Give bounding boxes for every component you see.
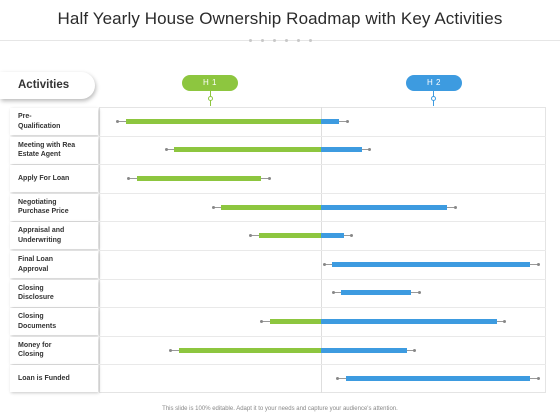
row-separator (99, 250, 546, 251)
title-divider (0, 40, 560, 41)
bar-whisker (250, 235, 259, 237)
h2-bar (332, 261, 531, 267)
row-separator (99, 135, 546, 137)
bar-endpoint (536, 262, 540, 266)
row-separator (99, 335, 546, 337)
h2-bar (321, 233, 344, 239)
bar-endpoint (345, 119, 349, 123)
bar-endpoint (211, 205, 215, 209)
row-separator (99, 192, 546, 194)
h2-bar (321, 147, 362, 153)
bar-whisker (530, 263, 539, 265)
h2-bar (345, 376, 531, 382)
h1-bar (258, 233, 321, 239)
activity-label: Money for Closing (10, 336, 98, 364)
h1-bar (174, 147, 321, 153)
bar-whisker (333, 292, 342, 294)
bar-endpoint (536, 377, 540, 381)
bar-whisker (337, 378, 346, 380)
bar-whisker (117, 120, 126, 122)
bar-endpoint (116, 119, 120, 123)
bar-endpoint (368, 148, 371, 152)
bar-endpoint (503, 320, 506, 323)
bar-whisker (496, 321, 505, 322)
row-separator (99, 221, 546, 223)
activity-label: Appraisal and Underwriting (10, 222, 98, 250)
h2-bar (341, 290, 411, 296)
bar-whisker (166, 149, 175, 151)
h1-connector-dot (208, 96, 213, 101)
bar-endpoint (169, 348, 173, 352)
bar-endpoint (331, 291, 335, 295)
h2-bar (321, 204, 447, 210)
bar-endpoint (127, 177, 131, 180)
bar-whisker (324, 263, 333, 265)
bar-endpoint (417, 291, 421, 295)
h1-bar (136, 176, 262, 181)
bar-endpoint (350, 234, 353, 238)
h1-bar (221, 204, 321, 210)
activity-label: Final Loan Approval (10, 251, 98, 278)
bar-whisker (261, 321, 270, 322)
pagination-dots (0, 39, 560, 42)
bar-endpoint (453, 205, 457, 209)
row-separator (99, 164, 546, 166)
activity-label: Loan is Funded (10, 365, 98, 393)
activity-label: Apply For Loan (10, 165, 98, 193)
bar-whisker (128, 178, 137, 179)
activity-label: Meeting with Rea Estate Agent (10, 136, 98, 164)
bar-whisker (411, 292, 419, 294)
h2-bar (321, 118, 339, 124)
row-separator (99, 364, 546, 366)
bar-endpoint (413, 348, 416, 352)
bar-endpoint (260, 320, 264, 323)
bar-endpoint (267, 177, 271, 180)
bar-endpoint (336, 377, 340, 381)
activity-label: Pre- Qualification (10, 108, 98, 135)
h2-connector-dot (431, 96, 436, 101)
activity-label: Closing Documents (10, 308, 98, 336)
footer-note: This slide is 100% editable. Adapt it to… (162, 406, 398, 412)
h1-bar (125, 118, 321, 124)
bar-whisker (406, 349, 415, 351)
bar-whisker (213, 206, 222, 208)
bar-whisker (447, 206, 455, 208)
bar-whisker (530, 378, 539, 380)
h2-bar (321, 347, 407, 353)
bar-whisker (343, 235, 352, 237)
activity-label: Negotiating Purchase Price (10, 193, 98, 221)
bar-whisker (170, 349, 179, 351)
row-separator (99, 278, 546, 280)
bar-endpoint (164, 148, 168, 152)
bar-whisker (339, 120, 347, 122)
period-h2-pill: H 2 (406, 75, 462, 91)
activities-header: Activities (0, 72, 95, 99)
bar-endpoint (249, 234, 253, 238)
period-h1-pill: H 1 (182, 75, 238, 91)
bar-whisker (361, 149, 370, 151)
activity-label: Closing Disclosure (10, 279, 98, 307)
h1-bar (269, 319, 321, 324)
row-separator (99, 307, 546, 309)
h2-bar (321, 319, 497, 324)
bar-endpoint (322, 262, 326, 266)
page-title: Half Yearly House Ownership Roadmap with… (57, 9, 503, 28)
bar-whisker (261, 178, 270, 179)
h1-bar (178, 347, 321, 353)
